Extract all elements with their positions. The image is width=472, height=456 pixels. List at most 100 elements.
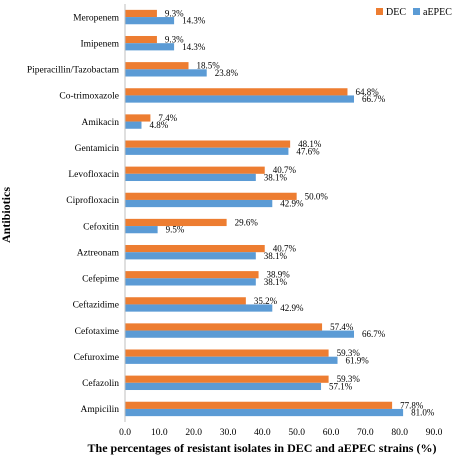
value-label: 18.5% (197, 61, 221, 71)
value-label: 9.3% (165, 8, 184, 18)
bar-aepec (125, 17, 175, 25)
category-label: Cefotaxime (75, 326, 119, 337)
bar-aepec (125, 95, 355, 103)
bar-dec (125, 62, 189, 70)
bar-aepec (125, 304, 273, 312)
legend-swatch-aepec (413, 8, 420, 15)
legend: DEC aEPEC (376, 7, 452, 18)
value-label: 64.8% (355, 87, 379, 97)
category-label: Gentamicin (75, 144, 120, 154)
value-label: 59.3% (337, 348, 361, 358)
bar-aepec (125, 356, 338, 364)
value-label: 14.3% (182, 42, 206, 52)
bar-aepec (125, 199, 273, 208)
value-label: 66.7% (362, 94, 386, 104)
value-label: 38.9% (267, 270, 291, 280)
value-label: 35.2% (254, 296, 278, 306)
value-label: 77.8% (400, 400, 424, 410)
bar-aepec (125, 173, 256, 182)
bar-dec (125, 88, 348, 96)
bar-dec (125, 218, 227, 227)
legend-swatch-dec (376, 8, 383, 15)
bar-dec (125, 35, 157, 44)
value-label: 4.8% (149, 120, 168, 130)
value-label: 61.9% (346, 355, 370, 365)
value-label: 66.7% (362, 329, 386, 339)
legend-label-dec: DEC (386, 7, 406, 18)
value-label: 47.6% (296, 146, 320, 156)
value-label: 23.8% (215, 68, 239, 78)
bar-dec (125, 375, 329, 383)
bar-aepec (125, 43, 175, 51)
value-label: 38.1% (264, 251, 288, 261)
bar-aepec (125, 252, 256, 260)
value-label: 57.1% (329, 381, 353, 391)
value-labels-layer: 9.3%14.3%9.3%14.3%18.5%23.8%64.8%66.7%7.… (149, 8, 434, 417)
category-label: Ceftazidime (73, 300, 119, 311)
bar-aepec (125, 278, 256, 286)
bar-dec (125, 140, 291, 148)
value-label: 38.1% (264, 277, 288, 287)
category-label: Ampicilin (80, 405, 119, 415)
category-label: Cefuroxime (74, 352, 119, 363)
bar-aepec (125, 226, 158, 234)
bar-aepec (125, 382, 322, 391)
category-label: Meropenem (73, 13, 120, 23)
bar-aepec (125, 69, 207, 77)
value-label: 9.3% (165, 35, 184, 45)
bar-dec (125, 323, 323, 331)
bar-dec (125, 166, 265, 174)
x-tick-label: 20.0 (185, 428, 202, 438)
y-axis-title: Antibiotics (0, 187, 13, 243)
value-label: 48.1% (298, 139, 322, 149)
x-tick-labels-layer: 0.0 10.0 20.0 30.0 40.0 50.0 60.0 70.0 80.0 90.0 (119, 428, 443, 438)
category-label: Ciprofloxacin (66, 195, 119, 206)
value-label: 40.7% (273, 244, 297, 254)
category-labels-layer: Meropenem Imipenem Piperacillin/Tazobactam… (27, 13, 120, 415)
legend-label-aepec: aEPEC (423, 7, 452, 18)
x-tick-label: 90.0 (426, 428, 443, 438)
value-label: 14.3% (182, 16, 206, 26)
bar-dec (125, 9, 157, 18)
x-axis-title: The percentages of resistant isolates in… (88, 441, 437, 455)
x-tick-label: 60.0 (323, 428, 340, 438)
category-label: Cefepime (82, 274, 119, 285)
bar-dec (125, 244, 265, 253)
bar-dec (125, 401, 393, 409)
value-label: 81.0% (411, 408, 435, 418)
bar-dec (125, 192, 297, 200)
value-label: 57.4% (330, 322, 354, 332)
bar-dec (125, 297, 246, 305)
bar-dec (125, 114, 151, 122)
category-label: Levofloxacin (68, 169, 119, 180)
category-label: Amikacin (82, 118, 120, 128)
value-label: 9.5% (166, 225, 185, 235)
category-label: Cefoxitin (83, 221, 119, 232)
x-tick-label: 0.0 (119, 428, 131, 438)
category-label: Cefazolin (82, 378, 119, 389)
x-tick-label: 80.0 (391, 428, 408, 438)
value-label: 7.4% (158, 113, 177, 123)
bar-aepec (125, 121, 142, 129)
value-label: 38.1% (264, 172, 288, 182)
bars-layer (125, 9, 404, 417)
bar-aepec (125, 330, 355, 338)
bar-aepec (125, 147, 289, 155)
category-label: Aztreonam (77, 248, 120, 258)
bar-dec (125, 271, 259, 279)
value-label: 40.7% (273, 165, 297, 175)
x-tick-label: 30.0 (220, 428, 237, 438)
bar-aepec (125, 408, 404, 417)
category-label: Co-trimoxazole (59, 92, 119, 102)
category-label: Piperacillin/Tazobactam (27, 66, 120, 76)
value-label: 42.9% (280, 199, 304, 209)
value-label: 42.9% (280, 303, 304, 313)
category-label: Imipenem (80, 39, 119, 49)
x-tick-label: 50.0 (288, 428, 305, 438)
bar-dec (125, 349, 329, 357)
x-tick-label: 70.0 (357, 428, 374, 438)
x-tick-label: 10.0 (151, 428, 168, 438)
x-tick-label: 40.0 (254, 428, 271, 438)
value-label: 50.0% (305, 191, 329, 201)
